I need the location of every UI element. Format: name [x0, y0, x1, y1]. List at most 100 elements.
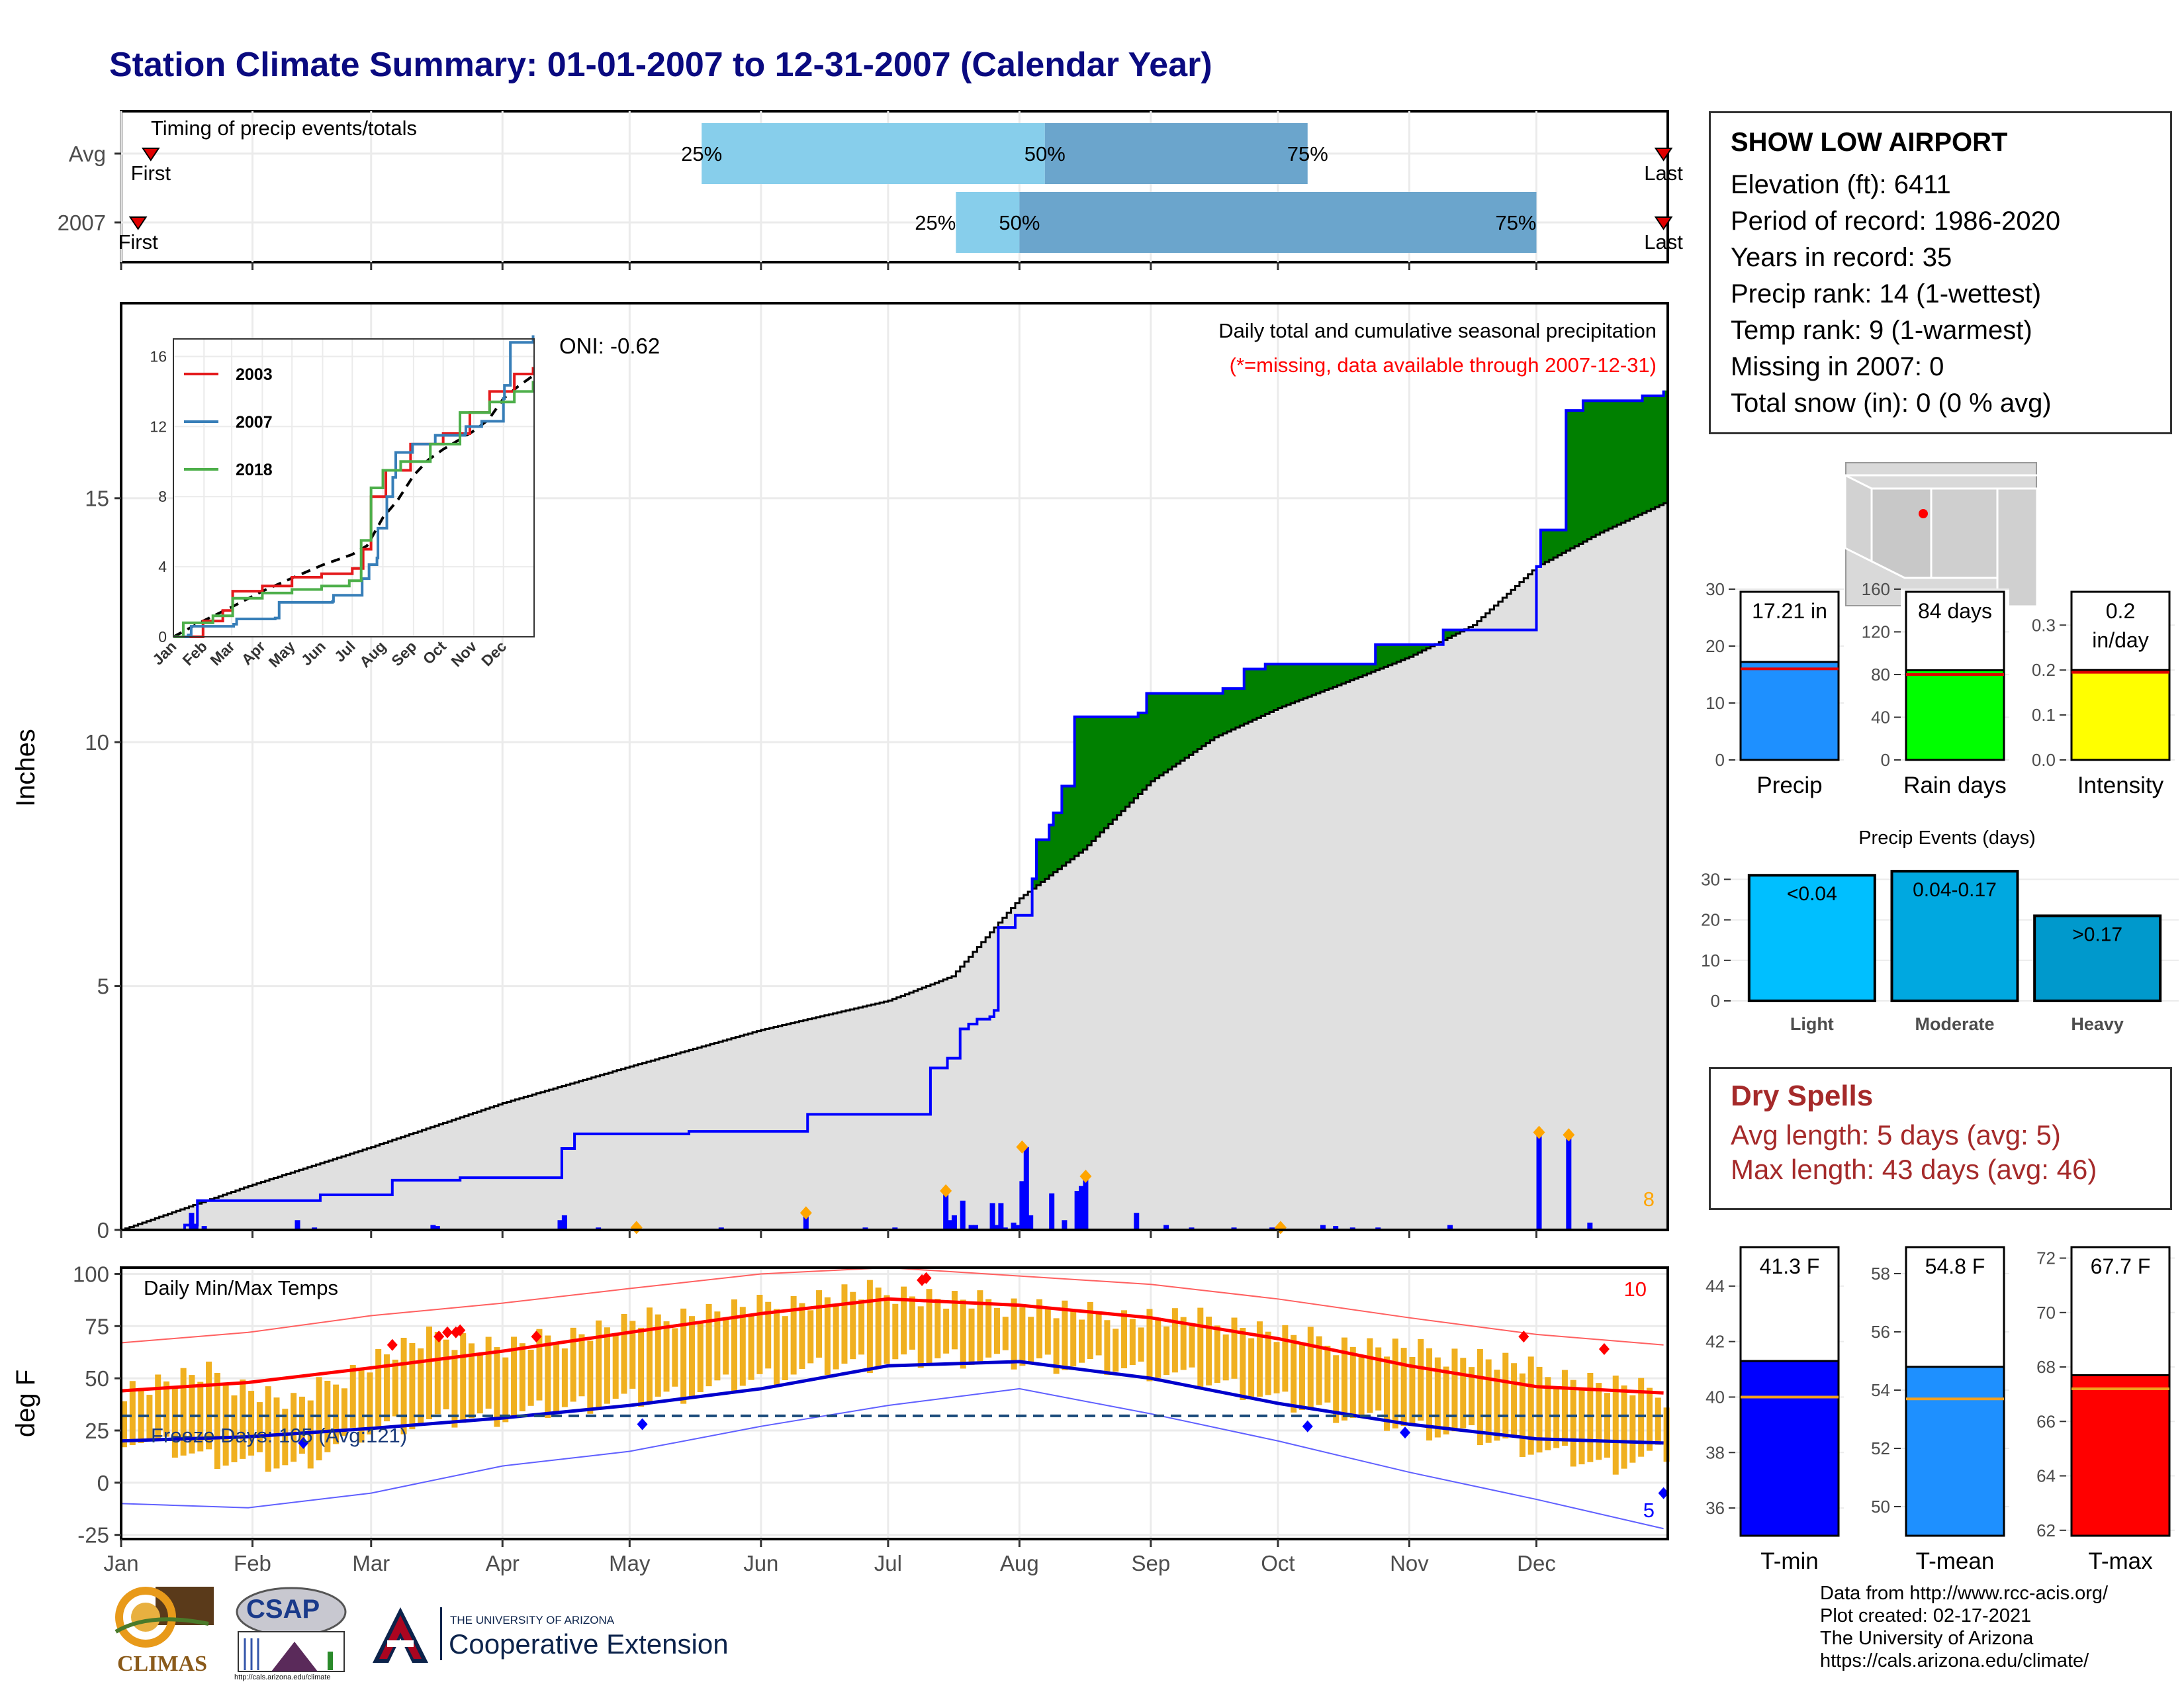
events-bar-label: 0.04-0.17 [1913, 879, 1997, 901]
cum-anomaly-slice [1587, 400, 1592, 539]
daily-precip-bar [1011, 1222, 1017, 1230]
inset-legend-label: 2007 [236, 413, 273, 432]
daily-temp-range-bar [265, 1386, 271, 1472]
temperature-chart: -25 0 25 50 75 100 Jan Feb Mar Apr May Jun Jul Aug Sep… [11, 1262, 1670, 1575]
timing-last-marker [1654, 148, 1673, 162]
cum-anomaly-slice [1578, 410, 1584, 544]
cum-anomaly-slice [1345, 664, 1351, 682]
daily-temp-range-bar [1197, 1307, 1204, 1388]
cum-anomaly-slice [1197, 693, 1203, 749]
timing-first-marker [141, 148, 160, 162]
temp-title: Daily Min/Max Temps [144, 1276, 338, 1299]
daily-temp-range-bar [790, 1295, 797, 1375]
daily-temp-range-bar [1095, 1311, 1102, 1356]
daily-temp-range-bar [1028, 1317, 1034, 1362]
daily-temp-range-bar [960, 1299, 966, 1369]
daily-temp-range-bar [578, 1334, 585, 1397]
precip-total-chart: 0 10 20 30 17.21 in Precip [1706, 583, 1844, 798]
summary-value-label: 0.2 [2106, 599, 2135, 623]
temp-x-tick-label: Oct [1261, 1551, 1295, 1575]
daily-temp-range-bar [358, 1368, 365, 1443]
daily-temp-range-bar [273, 1397, 280, 1469]
timing-bar-q2 [1044, 123, 1308, 184]
timing-row-label: Avg [69, 142, 106, 166]
daily-temp-range-bar [163, 1381, 170, 1437]
cum-anomaly-slice [1121, 716, 1126, 812]
daily-temp-range-bar [748, 1314, 754, 1380]
daily-precip-bar [295, 1220, 300, 1230]
inset-y-tick-label: 12 [150, 418, 167, 435]
summary-bar-T-mean [1905, 1366, 2005, 1537]
daily-temp-range-bar [1291, 1335, 1297, 1413]
summary-y-tick-label: 30 [1706, 583, 1725, 599]
daily-temp-range-bar [1426, 1348, 1433, 1441]
dry-spells-max: Max length: 43 days (avg: 46) [1731, 1154, 2097, 1185]
daily-precip-bar [1079, 1186, 1085, 1230]
cum-anomaly-slice [1392, 644, 1397, 664]
summary-y-tick-label: 0.1 [2032, 705, 2056, 725]
cum-anomaly-slice [1291, 664, 1296, 704]
tmean-chart: 50 52 54 56 58 54.8 F T-mean [1871, 1244, 2009, 1574]
daily-temp-range-bar [1163, 1326, 1170, 1376]
ua-a-mark [373, 1607, 428, 1663]
cum-anomaly-slice [1659, 396, 1664, 506]
daily-temp-range-bar [511, 1336, 518, 1417]
summary-category-label: Intensity [2077, 773, 2164, 798]
daily-temp-range-bar [222, 1383, 229, 1466]
daily-temp-range-bar [1189, 1326, 1195, 1368]
summary-y-tick-label: 72 [2036, 1248, 2056, 1268]
daily-temp-range-bar [469, 1343, 475, 1419]
daily-temp-range-bar [477, 1353, 483, 1414]
events-bar-label: >0.17 [2072, 923, 2122, 945]
timing-last-label: Last [1644, 162, 1683, 185]
summary-y-tick-label: 0.2 [2032, 660, 2056, 680]
daily-temp-range-bar [248, 1391, 255, 1456]
daily-temp-range-bar [418, 1348, 424, 1425]
cum-anomaly-slice [1116, 716, 1122, 816]
cum-anomaly-slice [1113, 716, 1118, 820]
cum-anomaly-slice [1083, 716, 1088, 850]
daily-temp-range-bar [121, 1401, 127, 1448]
cum-anomaly-slice [1256, 669, 1261, 718]
inset-series-2018 [173, 381, 535, 638]
events-y-tick-label: 10 [1701, 951, 1720, 970]
daily-temp-range-bar [460, 1333, 467, 1423]
summary-y-tick-label: 0.3 [2032, 615, 2056, 635]
cum-y-tick-label: 15 [85, 487, 109, 511]
record-hot-marker [1598, 1343, 1610, 1355]
oni-label: ONI: -0.62 [559, 334, 660, 358]
daily-temp-range-bar [756, 1295, 763, 1374]
timing-first-label: First [118, 230, 158, 254]
summary-y-tick-label: 40 [1871, 708, 1890, 727]
daily-temp-range-bar [1316, 1336, 1322, 1405]
cum-anomaly-slice [1400, 644, 1406, 661]
daily-temp-range-bar [1418, 1338, 1424, 1421]
temp-x-tick-label: Nov [1390, 1551, 1429, 1575]
timing-row-label: 2007 [58, 211, 106, 235]
station-period: Period of record: 1986-2020 [1731, 207, 2061, 236]
cum-anomaly-slice [1409, 644, 1414, 657]
station-name: SHOW LOW AIRPORT [1731, 128, 2008, 157]
daily-temp-range-bar [688, 1316, 695, 1398]
summary-value-label: 84 days [1918, 599, 1992, 623]
summary-category-label: Precip [1756, 773, 1822, 798]
cum-anomaly-slice [1384, 644, 1389, 667]
daily-temp-range-bar [1392, 1338, 1398, 1429]
cum-anomaly-slice [1066, 786, 1071, 863]
daily-temp-range-bar [1333, 1355, 1340, 1423]
daily-precip-bar [1023, 1147, 1029, 1230]
daily-temp-range-bar [375, 1349, 382, 1427]
record-hot-count: 10 [1624, 1278, 1647, 1301]
cum-anomaly-slice [1447, 630, 1453, 638]
heavy-event-marker [799, 1206, 812, 1220]
daily-temp-range-bar [799, 1303, 805, 1369]
daily-temp-range-bar [1129, 1319, 1136, 1365]
daily-temp-range-bar [714, 1311, 721, 1381]
cum-anomaly-slice [1396, 644, 1402, 662]
temp-frame [120, 1266, 1669, 1540]
cum-anomaly-slice [1129, 716, 1134, 803]
cum-anomaly-slice [197, 1200, 203, 1204]
temp-y-axis-label: deg F [11, 1370, 40, 1437]
events-bar-label: <0.04 [1787, 883, 1837, 905]
cum-y-tick-label: 0 [97, 1218, 109, 1238]
